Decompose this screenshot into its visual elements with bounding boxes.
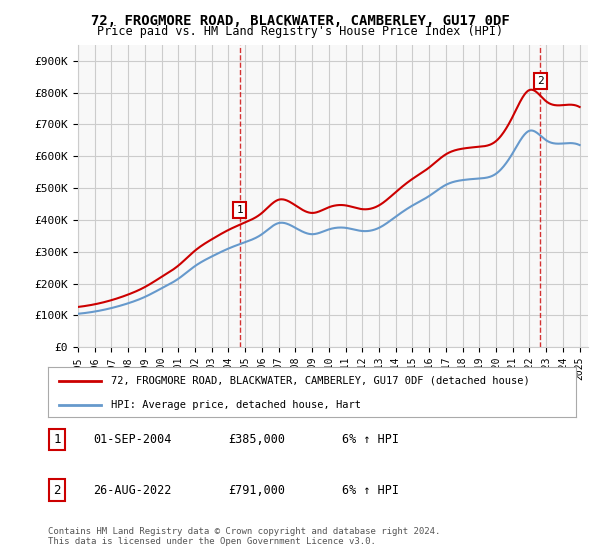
Text: 26-AUG-2022: 26-AUG-2022 [93, 483, 172, 497]
Text: 01-SEP-2004: 01-SEP-2004 [93, 433, 172, 446]
Text: Contains HM Land Registry data © Crown copyright and database right 2024.
This d: Contains HM Land Registry data © Crown c… [48, 526, 440, 546]
Text: HPI: Average price, detached house, Hart: HPI: Average price, detached house, Hart [112, 400, 361, 409]
Text: 72, FROGMORE ROAD, BLACKWATER, CAMBERLEY, GU17 0DF (detached house): 72, FROGMORE ROAD, BLACKWATER, CAMBERLEY… [112, 376, 530, 386]
Text: 6% ↑ HPI: 6% ↑ HPI [342, 433, 399, 446]
Text: £385,000: £385,000 [228, 433, 285, 446]
Text: 2: 2 [53, 483, 61, 497]
Text: 1: 1 [53, 433, 61, 446]
Text: Price paid vs. HM Land Registry's House Price Index (HPI): Price paid vs. HM Land Registry's House … [97, 25, 503, 38]
Text: 1: 1 [236, 205, 243, 215]
Text: 72, FROGMORE ROAD, BLACKWATER, CAMBERLEY, GU17 0DF: 72, FROGMORE ROAD, BLACKWATER, CAMBERLEY… [91, 14, 509, 28]
Text: £791,000: £791,000 [228, 483, 285, 497]
Text: 2: 2 [537, 76, 544, 86]
Text: 6% ↑ HPI: 6% ↑ HPI [342, 483, 399, 497]
